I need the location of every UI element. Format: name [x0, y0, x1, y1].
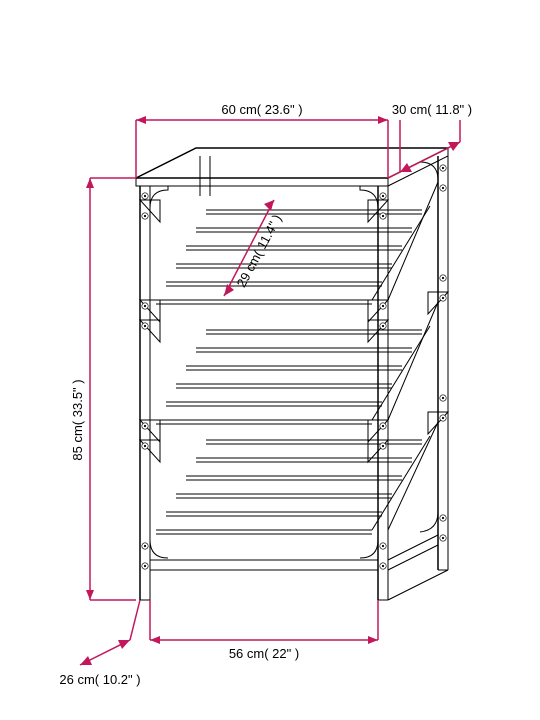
tier-2 — [140, 292, 448, 442]
bottom-stretcher — [150, 512, 438, 570]
dim-base-depth: 26 cm( 10.2" ) — [59, 600, 140, 687]
top-panel — [136, 148, 448, 186]
dim-base-width-label: 56 cm( 22" ) — [229, 646, 299, 661]
shoe-rack-object — [136, 148, 448, 600]
bolts-left — [142, 193, 148, 569]
tier-3 — [140, 412, 448, 540]
bolts-back-right — [440, 165, 446, 541]
dim-height-label: 85 cm( 33.5" ) — [70, 379, 85, 460]
dim-shelf-depth-label: 29 cm( 11.4" ) — [234, 212, 285, 290]
dim-top-depth: 30 cm( 11.8" ) — [388, 102, 472, 178]
dim-base-width: 56 cm( 22" ) — [150, 600, 378, 661]
dim-top-width: 60 cm( 23.6" ) — [136, 102, 388, 178]
drawing-canvas: 85 cm( 33.5" ) 60 cm( 23.6" ) 30 cm( 11.… — [0, 0, 540, 720]
dimensions: 85 cm( 33.5" ) 60 cm( 23.6" ) 30 cm( 11.… — [59, 102, 472, 687]
legs — [140, 156, 448, 600]
dim-base-depth-label: 26 cm( 10.2" ) — [59, 672, 140, 687]
tier-1 — [140, 182, 438, 322]
dim-top-depth-label: 30 cm( 11.8" ) — [392, 102, 472, 117]
dim-height: 85 cm( 33.5" ) — [70, 178, 136, 600]
dim-top-width-label: 60 cm( 23.6" ) — [221, 102, 302, 117]
top-corner-braces — [150, 162, 438, 208]
